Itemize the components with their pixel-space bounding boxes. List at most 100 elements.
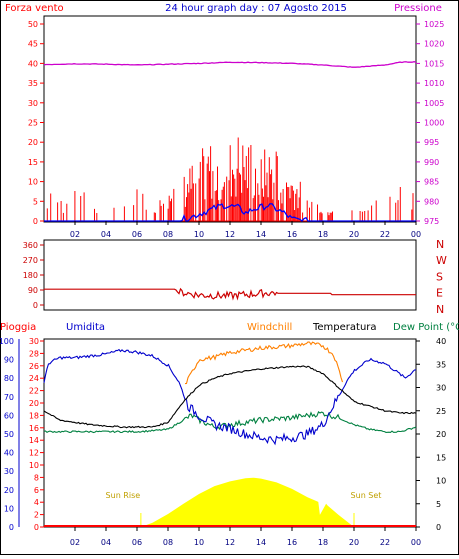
rain-tick-label: 4	[34, 498, 39, 507]
legend-item: Umidita	[66, 322, 105, 333]
wind-tick-label: 0	[33, 217, 38, 226]
hour-tick-label: 16	[287, 230, 297, 239]
hour-tick-label: 12	[225, 538, 235, 547]
wind-tick-label: 50	[28, 20, 38, 29]
humidity-tick-label: 20	[4, 486, 14, 495]
wind-tick-label: 10	[28, 178, 38, 187]
rain-tick-label: 28	[29, 349, 39, 358]
compass-label: W	[436, 254, 447, 267]
rain-tick-label: 10	[29, 461, 39, 470]
temperature-tick-label: 15	[436, 453, 446, 462]
pressure-tick-label: 975	[424, 217, 439, 226]
chart-title: 24 hour graph day : 07 Agosto 2015	[165, 3, 347, 14]
hour-tick-label: 18	[318, 538, 328, 547]
humidity-tick-label: 0	[9, 523, 14, 532]
pressure-line	[43, 61, 417, 68]
rain-tick-label: 26	[29, 362, 39, 371]
rain-tick-label: 8	[34, 473, 39, 482]
rain-tick-label: 14	[29, 436, 39, 445]
hour-tick-label: 14	[256, 230, 266, 239]
windchill-line	[184, 341, 344, 385]
hour-tick-label: 12	[225, 230, 235, 239]
compass-label: N	[436, 238, 444, 251]
direction-tick-label: 360	[23, 241, 38, 250]
compass-label: S	[436, 270, 443, 283]
wind-tick-label: 40	[28, 59, 38, 68]
wind-direction-line	[44, 287, 416, 301]
hour-tick-label: 22	[380, 230, 390, 239]
hour-tick-label: 04	[101, 538, 111, 547]
legend-item: Windchill	[247, 322, 292, 333]
rain-tick-label: 18	[29, 411, 39, 420]
legend-item: Pioggia	[0, 322, 36, 333]
humidity-tick-label: 30	[4, 467, 14, 476]
humidity-tick-label: 90	[4, 356, 14, 365]
humidity-tick-label: 80	[4, 374, 14, 383]
temperature-tick-label: 10	[436, 477, 446, 486]
hour-tick-label: 02	[70, 538, 80, 547]
pressure-tick-label: 980	[424, 197, 439, 206]
humidity-line	[43, 348, 417, 446]
hour-tick-label: 20	[349, 230, 359, 239]
hour-tick-label: 20	[349, 538, 359, 547]
humidity-tick-label: 70	[4, 393, 14, 402]
humidity-tick-label: 40	[4, 449, 14, 458]
sunset-label: Sun Set	[351, 491, 382, 500]
wind-tick-label: 5	[33, 197, 38, 206]
pressure-tick-label: 1015	[424, 59, 444, 68]
temperature-tick-label: 35	[436, 360, 446, 369]
pressure-tick-label: 1005	[424, 99, 444, 108]
wind-tick-label: 30	[28, 99, 38, 108]
rain-tick-label: 24	[29, 374, 39, 383]
legend-item: Temperatura	[312, 322, 377, 333]
temperature-tick-label: 25	[436, 407, 446, 416]
hour-tick-label: 00	[411, 230, 421, 239]
rain-tick-label: 2	[34, 511, 39, 520]
temperature-tick-label: 40	[436, 337, 446, 346]
direction-tick-label: 180	[23, 271, 38, 280]
hour-tick-label: 10	[194, 538, 204, 547]
pressure-tick-label: 995	[424, 138, 439, 147]
pressure-tick-label: 990	[424, 158, 439, 167]
pressure-tick-label: 1010	[424, 79, 444, 88]
direction-tick-label: 0	[33, 301, 38, 310]
solar-radiation-area	[140, 477, 354, 527]
humidity-tick-label: 60	[4, 411, 14, 420]
wind-tick-label: 15	[28, 158, 38, 167]
hour-tick-label: 02	[70, 230, 80, 239]
hour-tick-label: 22	[380, 538, 390, 547]
hour-tick-label: 00	[411, 538, 421, 547]
hour-tick-label: 18	[318, 230, 328, 239]
hour-tick-label: 06	[132, 230, 142, 239]
rain-tick-label: 16	[29, 424, 39, 433]
pressure-tick-label: 985	[424, 178, 439, 187]
hour-tick-label: 10	[194, 230, 204, 239]
rain-tick-label: 6	[34, 486, 39, 495]
humidity-tick-label: 50	[4, 430, 14, 439]
pressure-axis-label: Pressione	[394, 3, 442, 14]
hour-tick-label: 14	[256, 538, 266, 547]
pressure-tick-label: 1020	[424, 40, 444, 49]
humidity-tick-label: 100	[0, 337, 14, 346]
wind-tick-label: 35	[28, 79, 38, 88]
rain-tick-label: 20	[29, 399, 39, 408]
rain-tick-label: 12	[29, 449, 39, 458]
hour-tick-label: 08	[163, 230, 173, 239]
pressure-tick-label: 1000	[424, 119, 444, 128]
wind-axis-label: Forza vento	[5, 3, 64, 14]
temperature-tick-label: 20	[436, 430, 446, 439]
wind-tick-label: 25	[28, 119, 38, 128]
compass-label: E	[436, 287, 443, 300]
rain-tick-label: 22	[29, 387, 39, 396]
legend-item: Dew Point (°C	[393, 322, 459, 333]
direction-tick-label: 90	[28, 286, 38, 295]
hour-tick-label: 16	[287, 538, 297, 547]
temperature-tick-label: 5	[436, 500, 441, 509]
wind-tick-label: 45	[28, 40, 38, 49]
direction-tick-label: 270	[23, 256, 38, 265]
hour-tick-label: 06	[132, 538, 142, 547]
temperature-tick-label: 0	[436, 523, 441, 532]
rain-tick-label: 0	[34, 523, 39, 532]
